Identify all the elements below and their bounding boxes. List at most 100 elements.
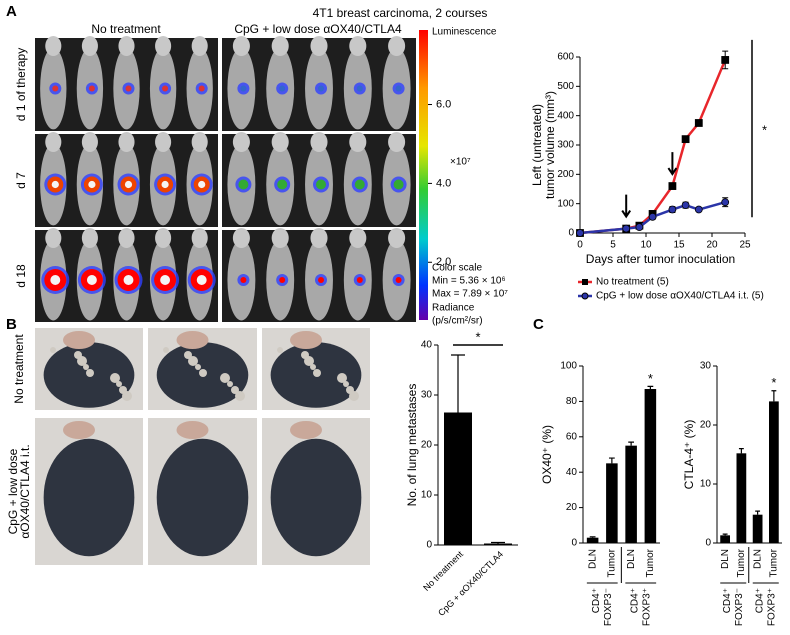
mouse-head (310, 36, 328, 56)
signal (240, 85, 247, 92)
legend-marker (581, 292, 589, 300)
row-label: d 7 (14, 172, 28, 189)
mouse-head (310, 132, 328, 152)
signal-core (86, 275, 97, 285)
metastasis (301, 351, 309, 359)
group-label: CD4⁺ (629, 588, 640, 613)
point (668, 182, 677, 190)
signal (356, 85, 363, 92)
point (635, 223, 644, 232)
y-tick-label: 600 (557, 52, 574, 63)
group-label: CD4⁺ (754, 588, 765, 613)
group-label: CD4⁺ (591, 588, 602, 613)
lung-lobe (290, 331, 322, 349)
error-bar (722, 533, 728, 536)
point (694, 119, 703, 127)
lung (270, 438, 362, 557)
panel-label: A (6, 3, 17, 20)
y-tick-label: 300 (557, 140, 574, 151)
group-label: FOXP3⁻ (603, 588, 614, 626)
metastasis (227, 381, 233, 387)
x-tick-label: DLN (720, 549, 731, 569)
lung-lobe (176, 421, 209, 439)
y-axis-label: No. of lung metastases (405, 384, 419, 507)
y-tick-label: 10 (421, 490, 433, 501)
legend-label: No treatment (5) (596, 277, 669, 288)
y-tick-label: 20 (421, 440, 433, 451)
metastasis (163, 347, 169, 353)
signal-core (161, 180, 169, 189)
group-label: FOXP3⁺ (641, 588, 652, 626)
signal (52, 85, 59, 92)
y-tick-label: 30 (421, 390, 433, 401)
signal (393, 179, 404, 190)
point (622, 224, 631, 233)
bar (606, 463, 618, 543)
color-bar (419, 30, 428, 320)
color-min: Min = 5.36 × 10⁶ (432, 276, 506, 287)
signal (125, 85, 132, 92)
bar (769, 401, 779, 543)
signal (395, 277, 402, 283)
group-label: No treatment (91, 22, 161, 36)
metastasis (313, 369, 321, 377)
metastasis (346, 386, 354, 394)
group-label: FOXP3⁺ (766, 588, 777, 626)
panel-label: B (6, 316, 17, 333)
y-tick-label: 20 (700, 420, 712, 431)
mouse-head (349, 36, 367, 56)
mouse-head (155, 228, 172, 248)
mouse-head (388, 36, 406, 56)
mouse-head (45, 228, 62, 248)
y-tick-label: 80 (566, 396, 578, 407)
mouse-head (81, 132, 98, 152)
signal-core (123, 275, 134, 285)
y-tick-label: 20 (566, 502, 578, 513)
x-tick-label: DLN (752, 549, 763, 569)
mouse-head (45, 36, 62, 56)
signal-core (198, 180, 206, 189)
x-tick-label: 20 (706, 240, 718, 251)
y-tick-label: 400 (557, 110, 574, 121)
x-tick-label: DLN (626, 549, 637, 569)
mouse-head (155, 132, 172, 152)
panel-label: C (533, 316, 544, 333)
y-tick-label: 100 (560, 361, 577, 372)
lung (43, 438, 135, 557)
lung-lobe (176, 331, 209, 349)
mouse-head (45, 132, 62, 152)
color-unit: Radiance (432, 303, 475, 314)
color-scale-title: Color scale (432, 263, 482, 274)
mouse-head (191, 36, 208, 56)
bar (644, 389, 657, 543)
color-unit: (p/s/cm²/sr) (432, 316, 483, 327)
y-tick-label: 40 (566, 467, 578, 478)
lung-lobe (63, 421, 95, 439)
bar (586, 537, 599, 543)
point (721, 198, 730, 207)
error-bar (451, 354, 465, 413)
signal (395, 85, 402, 92)
mouse-head (232, 36, 250, 56)
color-tick-label: 2.0 (436, 256, 451, 268)
mouse-head (118, 228, 135, 248)
metastasis (86, 369, 94, 377)
error-bar (491, 541, 505, 544)
signal (354, 179, 365, 190)
point (694, 205, 703, 214)
x-tick-label: Tumor (607, 548, 618, 577)
x-tick-label: 0 (577, 240, 583, 251)
x-tick-label: 10 (640, 240, 652, 251)
signal-core (160, 275, 171, 285)
x-tick-label: 15 (673, 240, 685, 251)
signal-core (88, 180, 96, 189)
y-tick-label: 0 (568, 228, 574, 239)
point (721, 56, 730, 64)
metastasis (119, 386, 127, 394)
mouse-head (232, 132, 250, 152)
mouse-head (191, 228, 208, 248)
metastasis (220, 373, 230, 383)
metastasis (83, 364, 89, 370)
